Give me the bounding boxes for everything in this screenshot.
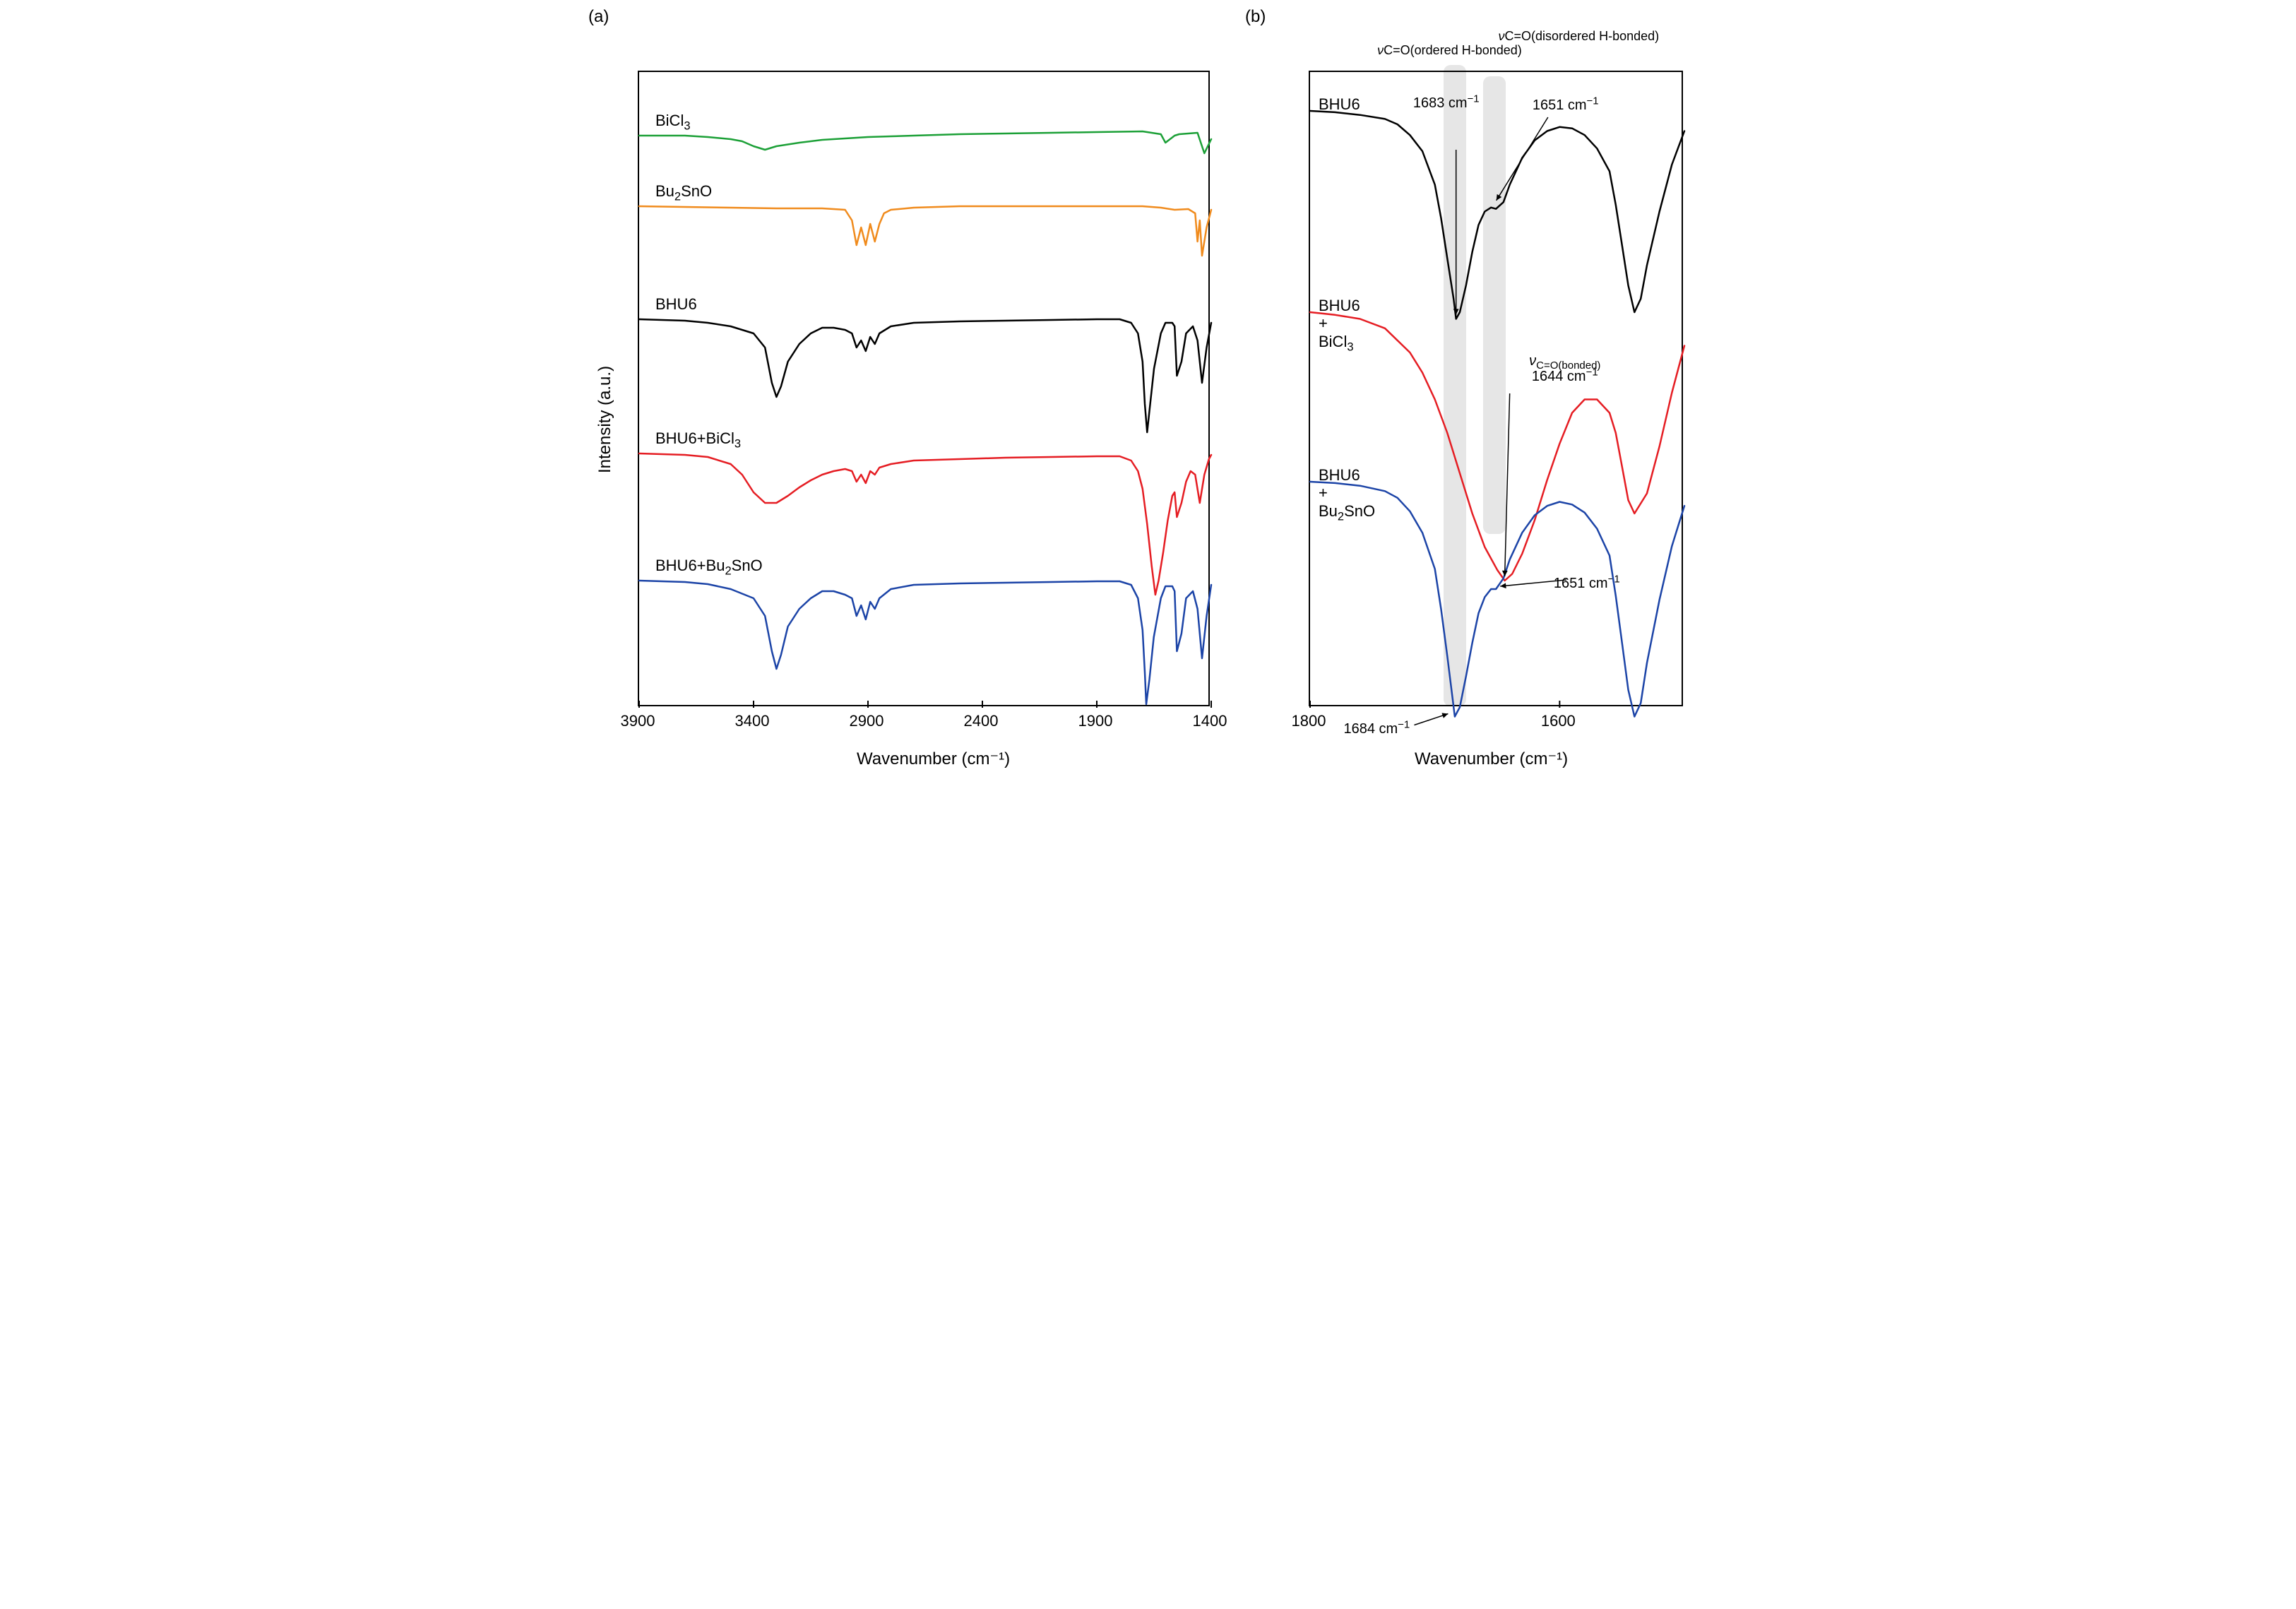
panel-a-series-label-Bu2SnO: Bu2SnO: [655, 182, 712, 201]
panel-b-svg: [1310, 72, 1684, 708]
panel-a-series-label-BHU6+Bu2SnO: BHU6+Bu2SnO: [655, 557, 763, 575]
annot-bu2sno-1684: 1684 cm−1: [1343, 721, 1410, 737]
panel-a-xtick-1900: 1900: [1078, 712, 1113, 730]
panel-a: [638, 71, 1210, 706]
panel-b: [1309, 71, 1683, 706]
panel-a-series-label-BHU6: BHU6: [655, 295, 697, 314]
panel-a-label: (a): [588, 7, 609, 27]
y-axis-label: Intensity (a.u.): [595, 366, 615, 473]
top-annotation-disordered: νC=O(disordered H-bonded): [1499, 30, 1660, 44]
panel-a-xtick-1400: 1400: [1193, 712, 1227, 730]
panel-b-xtick-1800: 1800: [1292, 712, 1326, 730]
panel-a-xlabel: Wavenumber (cm⁻¹): [857, 749, 1010, 769]
panel-a-series-label-BiCl3: BiCl3: [655, 112, 691, 130]
panel-b-label: (b): [1245, 7, 1266, 27]
panel-a-svg: [639, 72, 1211, 708]
panel-b-xlabel: Wavenumber (cm⁻¹): [1415, 749, 1568, 769]
panel-b-xtick-1600: 1600: [1541, 712, 1576, 730]
panel-a-xtick-2400: 2400: [964, 712, 999, 730]
panel-a-xtick-3900: 3900: [621, 712, 655, 730]
panel-a-xtick-2900: 2900: [850, 712, 884, 730]
top-annotation-ordered: νC=O(ordered H-bonded): [1377, 44, 1522, 58]
panel-a-series-label-BHU6+BiCl3: BHU6+BiCl3: [655, 429, 741, 448]
panel-a-xtick-3400: 3400: [735, 712, 770, 730]
figure-root: (a) Intensity (a.u.) Wavenumber (cm⁻¹) (…: [574, 0, 1722, 804]
